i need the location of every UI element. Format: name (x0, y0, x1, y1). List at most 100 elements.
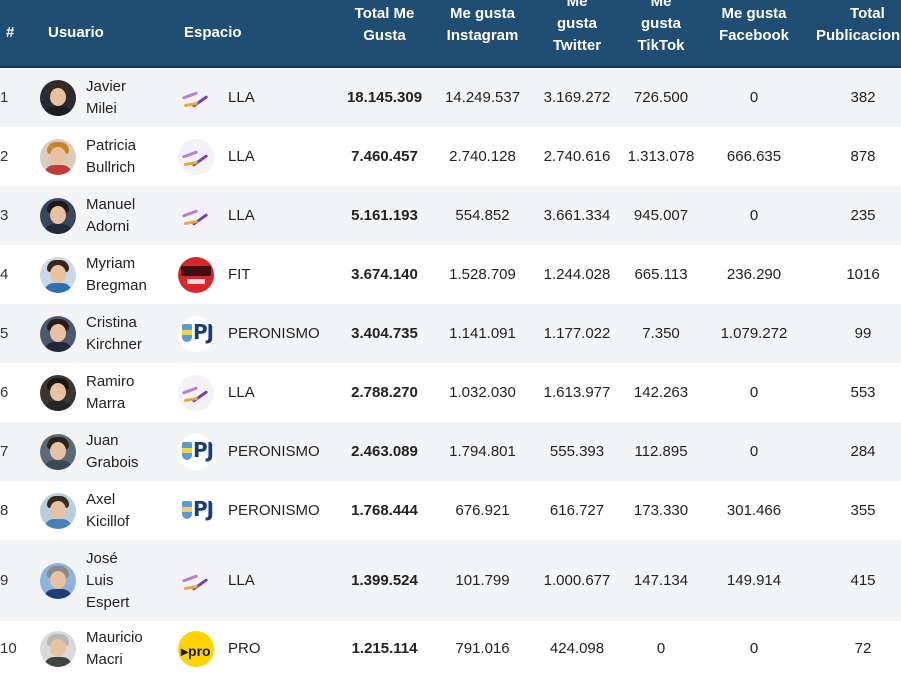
avatar[interactable] (40, 256, 76, 293)
user-name-line: José (86, 549, 118, 567)
avatar[interactable] (40, 138, 76, 175)
party-name-cell: PERONISMO (228, 422, 339, 481)
user-name-cell[interactable]: Javier Milei (86, 67, 175, 127)
avatar[interactable] (40, 433, 76, 470)
col-instagram-header[interactable]: Me gusta Instagram (431, 0, 535, 68)
lla-party-logo-icon (178, 79, 215, 116)
avatar[interactable] (40, 315, 76, 352)
table-row[interactable]: 10 Mauricio Macri ▸pro PRO 1.215.114 791.016 42… (0, 621, 901, 676)
party-logo-cell (174, 67, 229, 127)
party-name-cell: LLA (228, 363, 339, 422)
avatar[interactable] (40, 197, 76, 234)
party-logo-cell (174, 363, 229, 422)
total-likes-cell: 1.399.524 (338, 540, 432, 621)
table-row[interactable]: 7 Juan Grabois PJ PERONISMO 2.463.089 1.794.80… (0, 422, 901, 481)
party-logo-cell (174, 245, 229, 304)
avatar-cell (30, 127, 86, 186)
user-name-cell[interactable]: Manuel Adorni (86, 186, 175, 245)
table-row[interactable]: 6 Ramiro Marra LLA 2.788.270 1.032.030 1.613.9… (0, 363, 901, 422)
avatar[interactable] (40, 374, 76, 411)
total-likes-cell: 7.460.457 (338, 127, 432, 186)
col-facebook-header[interactable]: Me gusta Facebook (702, 0, 807, 68)
twitter-likes-cell: 1.000.677 (534, 540, 621, 621)
user-name-line: Marra (86, 394, 126, 412)
rank-cell: 3 (0, 186, 30, 245)
user-name-line: Ramiro (86, 372, 135, 390)
total-posts-cell: 1016 (806, 245, 901, 304)
user-name-line: Milei (86, 99, 117, 117)
avatar-cell (30, 245, 86, 304)
avatar-cell (30, 621, 86, 676)
user-name-line: Grabois (86, 453, 139, 471)
rank-cell: 7 (0, 422, 30, 481)
party-name-cell: LLA (228, 67, 339, 127)
pj-party-logo-icon: PJ (178, 315, 215, 352)
total-posts-cell: 553 (806, 363, 901, 422)
fit-party-logo-icon (178, 256, 215, 293)
table-row[interactable]: 1 Javier Milei LLA 18.145.309 14.249.537 3.169… (0, 67, 901, 127)
rank-cell: 4 (0, 245, 30, 304)
user-name-cell[interactable]: Patricia Bullrich (86, 127, 175, 186)
user-name-cell[interactable]: Axel Kicillof (86, 481, 175, 540)
tiktok-likes-cell: 665.113 (620, 245, 703, 304)
twitter-likes-cell: 3.169.272 (534, 67, 621, 127)
user-name-cell[interactable]: Ramiro Marra (86, 363, 175, 422)
avatar[interactable] (40, 562, 76, 599)
twitter-likes-cell: 616.727 (534, 481, 621, 540)
col-rank-header[interactable]: # (0, 0, 30, 68)
instagram-likes-cell: 1.141.091 (431, 304, 535, 363)
table-row[interactable]: 2 Patricia Bullrich LLA 7.460.457 2.740.128 2.… (0, 127, 901, 186)
user-name-line: Patricia (86, 136, 137, 154)
facebook-likes-cell: 0 (702, 621, 807, 676)
col-user-header[interactable]: Usuario (30, 0, 175, 68)
table-row[interactable]: 3 Manuel Adorni LLA 5.161.193 554.852 3.661.33… (0, 186, 901, 245)
user-name-cell[interactable]: Mauricio Macri (86, 621, 175, 676)
table-body: 1 Javier Milei LLA 18.145.309 14.249.537 3.169… (0, 67, 901, 676)
user-name-cell[interactable]: José Luis Espert (86, 540, 175, 621)
party-name-cell: PERONISMO (228, 481, 339, 540)
rank-cell: 1 (0, 67, 30, 127)
avatar[interactable] (40, 631, 76, 667)
user-name-line: Cristina (86, 313, 137, 331)
user-name-cell[interactable]: Cristina Kirchner (86, 304, 175, 363)
instagram-likes-cell: 676.921 (431, 481, 535, 540)
table-row[interactable]: 8 Axel Kicillof PJ PERONISMO 1.768.444 676.921… (0, 481, 901, 540)
avatar-cell (30, 481, 86, 540)
avatar[interactable] (40, 79, 76, 116)
rank-cell: 8 (0, 481, 30, 540)
instagram-likes-cell: 2.740.128 (431, 127, 535, 186)
facebook-likes-cell: 301.466 (702, 481, 807, 540)
table-row[interactable]: 4 Myriam Bregman FIT 3.674.140 1.528.709 1.244… (0, 245, 901, 304)
rank-cell: 5 (0, 304, 30, 363)
table-row[interactable]: 5 Cristina Kirchner PJ PERONISMO 3.404.735 1.1… (0, 304, 901, 363)
party-name-cell: PRO (228, 621, 339, 676)
col-tiktok-header[interactable]: Me gusta TikTok (620, 0, 703, 68)
total-likes-cell: 3.404.735 (338, 304, 432, 363)
total-likes-cell: 5.161.193 (338, 186, 432, 245)
instagram-likes-cell: 14.249.537 (431, 67, 535, 127)
tiktok-likes-cell: 726.500 (620, 67, 703, 127)
pj-party-logo-icon: PJ (178, 433, 215, 470)
col-total-likes-header[interactable]: Total Me Gusta (338, 0, 432, 68)
table-row[interactable]: 9 José Luis Espert LLA 1.399.524 101.799 1.000.… (0, 540, 901, 621)
rank-cell: 2 (0, 127, 30, 186)
col-twitter-header[interactable]: Me gusta Twitter (534, 0, 621, 68)
total-likes-cell: 2.788.270 (338, 363, 432, 422)
user-name-line: Bullrich (86, 158, 136, 176)
twitter-likes-cell: 1.177.022 (534, 304, 621, 363)
facebook-likes-cell: 0 (702, 363, 807, 422)
total-likes-cell: 18.145.309 (338, 67, 432, 127)
avatar-cell (30, 186, 86, 245)
user-name-line: Espert (86, 593, 130, 611)
avatar[interactable] (40, 492, 76, 529)
twitter-likes-cell: 1.613.977 (534, 363, 621, 422)
user-name-cell[interactable]: Juan Grabois (86, 422, 175, 481)
user-name-cell[interactable]: Myriam Bregman (86, 245, 175, 304)
rank-cell: 6 (0, 363, 30, 422)
party-logo-cell: PJ (174, 304, 229, 363)
col-posts-header[interactable]: TotalPublicaciones (806, 0, 901, 68)
col-space-header[interactable]: Espacio (174, 0, 339, 68)
total-likes-cell: 2.463.089 (338, 422, 432, 481)
